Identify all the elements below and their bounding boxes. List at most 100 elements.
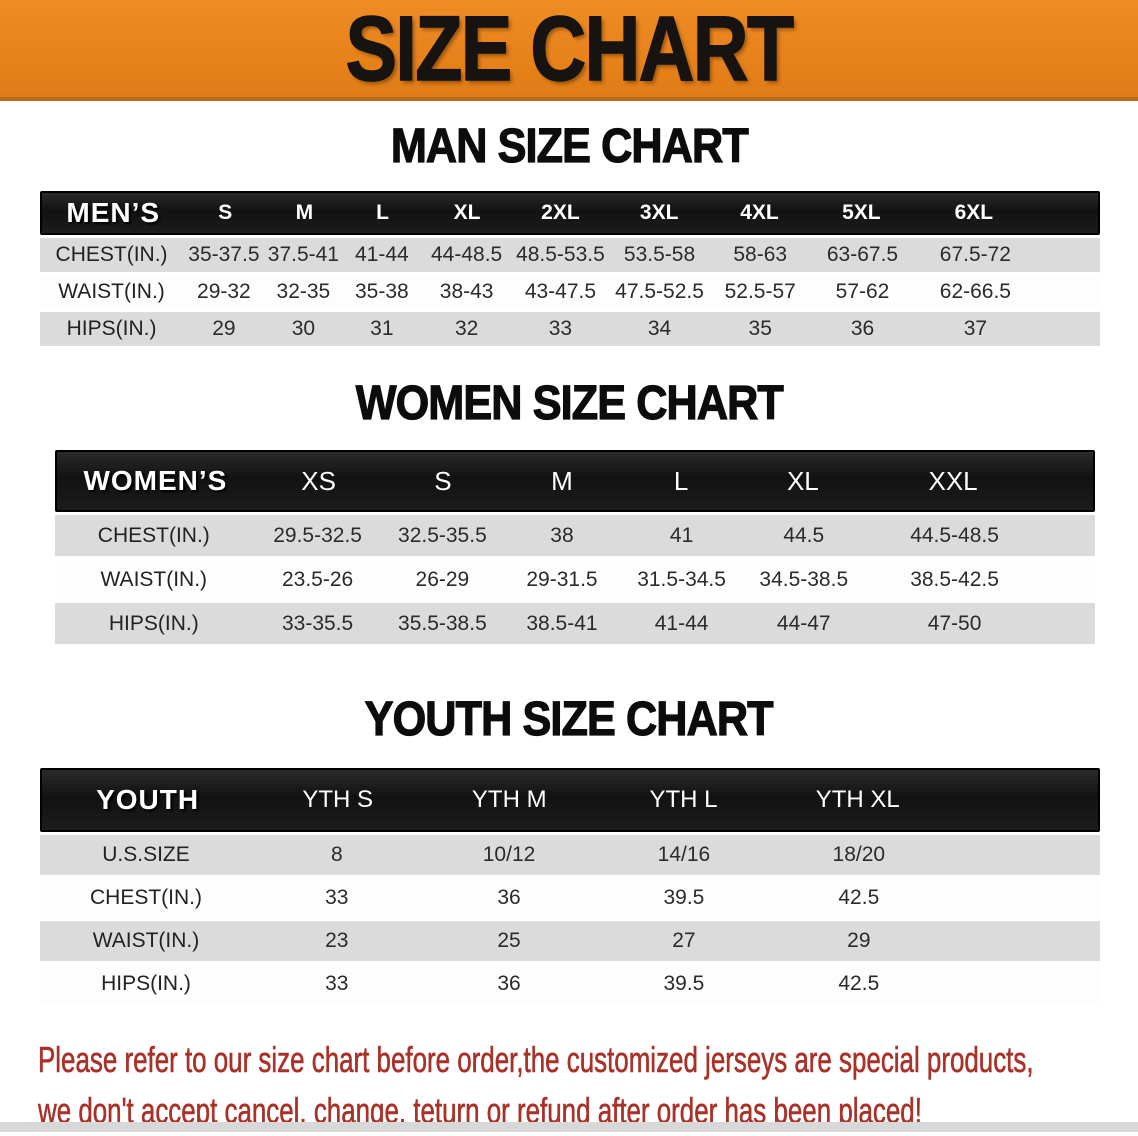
table-row: WAIST(IN.) 23.5-26 26-29 29-31.5 31.5-34.5 34…	[55, 559, 1095, 600]
table-cell: 35-38	[354, 280, 409, 303]
table-cell: 36	[497, 972, 521, 995]
row-label: WAIST(IN.)	[100, 567, 208, 591]
table-cell: 44.5-48.5	[910, 523, 999, 547]
size-column-header: YTH S	[302, 786, 373, 813]
table-cell: 33	[548, 317, 573, 340]
table-cell: 33	[325, 972, 349, 995]
table-cell: 18/20	[832, 843, 886, 866]
size-column-header: XL	[786, 465, 819, 496]
table-cell: 33	[325, 886, 349, 909]
table-cell: 42.5	[838, 886, 880, 909]
table-cell: 35	[748, 317, 772, 340]
table-cell: 36	[850, 317, 875, 340]
row-label: CHEST(IN.)	[55, 243, 168, 266]
table-cell: 63-67.5	[826, 243, 899, 266]
table-cell: 35-37.5	[188, 243, 260, 266]
order-policy-note-line-1: Please refer to our size chart before or…	[38, 1039, 1034, 1081]
youth-size-chart-section: YOUTH SIZE CHART YOUTH YTH S YTH M YTH L YTH…	[0, 693, 1138, 1004]
banner: SIZE CHART	[0, 0, 1138, 101]
table-cell: 37	[963, 317, 988, 340]
men-size-table: MEN’S S M L XL 2XL 3XL 4XL 5XL 6XL CHEST(IN.) 35-37…	[40, 191, 1100, 346]
table-cell: 38	[550, 523, 574, 547]
table-cell: 14/16	[657, 843, 711, 866]
table-cell: 26-29	[415, 567, 470, 591]
table-cell: 8	[330, 843, 343, 866]
table-cell: 37.5-41	[267, 243, 339, 266]
table-cell: 43-47.5	[524, 280, 597, 303]
table-cell: 32	[454, 317, 479, 340]
table-cell: 44-48.5	[431, 243, 503, 266]
size-column-header: 5XL	[842, 201, 881, 224]
row-label: HIPS(IN.)	[108, 611, 199, 635]
table-cell: 38.5-41	[526, 611, 598, 635]
table-cell: 42.5	[838, 972, 880, 995]
table-cell: 34.5-38.5	[759, 567, 849, 591]
table-cell: 10/12	[482, 843, 536, 866]
table-cell: 29.5-32.5	[273, 523, 362, 547]
size-column-header: YTH XL	[815, 786, 900, 813]
table-cell: 23.5-26	[281, 567, 354, 591]
table-cell: 62-66.5	[939, 280, 1011, 303]
row-label: CHEST(IN.)	[90, 886, 202, 909]
youth-section-title-text: YOUTH SIZE CHART	[364, 693, 774, 746]
table-cell: 47-50	[927, 611, 982, 635]
size-column-header: M	[551, 465, 573, 496]
row-label: WAIST(IN.)	[92, 929, 200, 952]
table-cell: 57-62	[835, 280, 890, 303]
table-cell: 32.5-35.5	[398, 523, 487, 547]
table-cell: 58-63	[733, 243, 788, 266]
size-column-header: L	[376, 201, 389, 224]
size-column-header: YTH L	[649, 786, 718, 813]
man-section-title: MAN SIZE CHART	[0, 120, 1138, 173]
size-column-header: XS	[301, 465, 336, 496]
row-label: HIPS(IN.)	[66, 317, 157, 340]
table-cell: 39.5	[663, 886, 705, 909]
size-column-header: S	[218, 201, 233, 224]
table-cell: 48.5-53.5	[516, 243, 605, 266]
table-cell: 35.5-38.5	[398, 611, 487, 635]
table-header-row: MEN’S S M L XL 2XL 3XL 4XL 5XL 6XL	[40, 191, 1100, 235]
table-cell: 27	[672, 929, 696, 952]
table-cell: 44.5	[783, 523, 825, 547]
man-size-chart-section: MAN SIZE CHART MEN’S S M L XL 2XL 3XL 4XL 5XL 6XL…	[0, 120, 1138, 346]
table-header-row: WOMEN’S XS S M L XL XXL	[55, 450, 1095, 512]
table-cell: 52.5-57	[724, 280, 796, 303]
women-size-table: WOMEN’S XS S M L XL XXL CHEST(IN.) 29.5-32.5 32.5…	[55, 450, 1095, 644]
table-row: WAIST(IN.) 29-32 32-35 35-38 38-43 43-47.5 47.…	[40, 275, 1100, 309]
table-cell: 31.5-34.5	[637, 567, 726, 591]
size-column-header: 2XL	[541, 201, 580, 224]
row-label: U.S.SIZE	[102, 843, 190, 866]
row-label: HIPS(IN.)	[101, 972, 191, 995]
table-cell: 38.5-42.5	[910, 567, 999, 591]
table-cell: 29	[847, 929, 871, 952]
table-cell: 29-31.5	[526, 567, 598, 591]
table-cell: 25	[497, 929, 521, 952]
size-column-header: M	[295, 201, 314, 224]
table-header-row: YOUTH YTH S YTH M YTH L YTH XL	[40, 768, 1100, 832]
bottom-strip	[0, 1122, 1138, 1132]
table-cell: 36	[497, 886, 521, 909]
youth-size-table: YOUTH YTH S YTH M YTH L YTH XL U.S.SIZE 8 10/12…	[40, 768, 1100, 1004]
table-cell: 29	[212, 317, 236, 340]
table-row: CHEST(IN.) 33 36 39.5 42.5	[40, 878, 1100, 918]
table-cell: 23	[325, 929, 349, 952]
table-cell: 41	[669, 523, 694, 547]
size-column-header: 4XL	[740, 201, 779, 224]
size-column-header: 3XL	[639, 201, 679, 224]
table-cell: 67.5-72	[939, 243, 1011, 266]
table-row: CHEST(IN.) 35-37.5 37.5-41 41-44 44-48.5 48.5…	[40, 238, 1100, 272]
table-cell: 32-35	[276, 280, 331, 303]
size-column-header: XL	[453, 201, 481, 224]
table-row: HIPS(IN.) 29 30 31 32 33 34 35 36 37	[40, 312, 1100, 346]
table-cell: 29-32	[197, 280, 251, 303]
youth-section-title: YOUTH SIZE CHART	[0, 693, 1138, 746]
table-cell: 30	[291, 317, 316, 340]
table-row: U.S.SIZE 8 10/12 14/16 18/20	[40, 835, 1100, 875]
man-section-title-text: MAN SIZE CHART	[390, 120, 749, 173]
table-cell: 38-43	[439, 280, 494, 303]
row-label: CHEST(IN.)	[97, 523, 210, 547]
table-row: HIPS(IN.) 33-35.5 35.5-38.5 38.5-41 41-44 44-…	[55, 603, 1095, 644]
table-cell: 34	[647, 317, 672, 340]
size-column-header: 6XL	[954, 201, 994, 224]
